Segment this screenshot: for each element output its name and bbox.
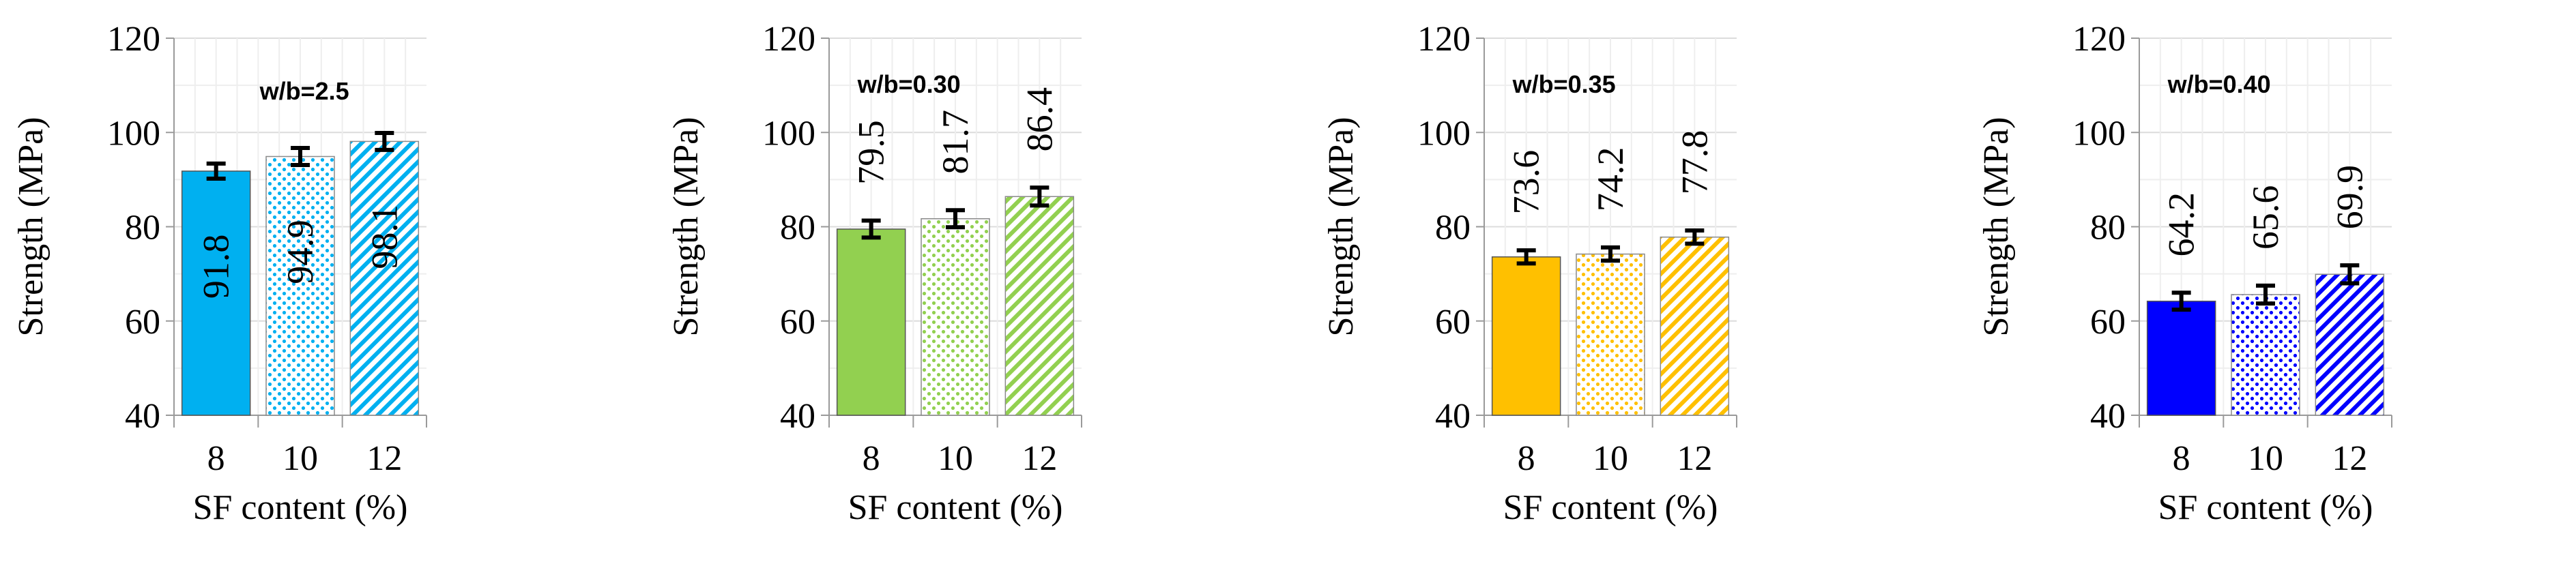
y-tick-label: 40 <box>125 397 160 436</box>
y-tick-label: 40 <box>2090 397 2126 436</box>
y-tick-label: 100 <box>2072 114 2126 153</box>
error-bar <box>861 218 881 240</box>
error-bar <box>2340 263 2360 286</box>
x-tick-label: 12 <box>1677 439 1712 478</box>
y-tick-label: 60 <box>125 303 160 342</box>
data-label: 79.5 <box>851 120 892 184</box>
bar-12 <box>1004 196 1075 416</box>
error-bar <box>1516 248 1536 266</box>
x-tick-label: 10 <box>2248 439 2283 478</box>
error-bar <box>206 161 226 181</box>
x-tick-label: 8 <box>1518 439 1535 478</box>
x-axis-label: SF content (%) <box>848 488 1063 527</box>
chart-title: w/b=0.35 <box>1512 70 1616 98</box>
chart-panel-3: 40 60 80 100 120 8 10 12 73.6 74.2 77.8 w/b=0.35 Str… <box>1322 20 1737 527</box>
y-tick-label: 40 <box>1435 397 1471 436</box>
bar-8 <box>181 170 251 416</box>
bar-8 <box>1491 256 1561 416</box>
error-bar <box>291 146 310 167</box>
data-label: 77.8 <box>1674 130 1715 195</box>
x-tick-label: 10 <box>938 439 973 478</box>
data-label: 98.1 <box>364 205 405 269</box>
x-axis-label: SF content (%) <box>1503 488 1718 527</box>
x-tick-label: 12 <box>366 439 402 478</box>
x-axis-label: SF content (%) <box>2158 488 2373 527</box>
error-bar <box>2171 290 2191 312</box>
chart-title: w/b=2.5 <box>259 77 349 105</box>
error-bar <box>1685 228 1705 246</box>
y-tick-label: 120 <box>762 20 815 59</box>
bar-12 <box>1660 236 1730 416</box>
data-label: 73.6 <box>1506 150 1547 215</box>
x-tick-label: 12 <box>1022 439 1057 478</box>
x-tick-label: 8 <box>207 439 225 478</box>
bar-12 <box>2315 273 2385 416</box>
chart-title: w/b=0.30 <box>857 70 961 98</box>
error-bar <box>375 130 394 152</box>
bar-10 <box>921 218 990 416</box>
error-bar <box>1030 185 1050 208</box>
y-tick-label: 120 <box>2072 20 2126 59</box>
y-axis-label: Strength (MPa) <box>1977 117 2016 336</box>
y-tick-label: 40 <box>780 397 815 436</box>
y-tick-label: 60 <box>2090 303 2126 342</box>
chart-title: w/b=0.40 <box>2167 70 2271 98</box>
bar-8 <box>2146 300 2216 416</box>
bar-10 <box>2231 294 2300 416</box>
y-axis-label: Strength (MPa) <box>1322 117 1361 336</box>
y-tick-label: 60 <box>1435 303 1471 342</box>
y-tick-label: 60 <box>780 303 815 342</box>
bar-8 <box>836 228 906 416</box>
data-label: 86.4 <box>1019 87 1060 152</box>
chart-panel-2: 40 60 80 100 120 8 10 12 79.5 81.7 86.4 w/b=0.30 Str… <box>667 20 1082 527</box>
y-tick-label: 80 <box>1435 209 1471 248</box>
error-bar <box>946 208 965 230</box>
data-label: 69.9 <box>2329 165 2370 230</box>
data-label: 74.2 <box>1590 147 1631 212</box>
bar-12 <box>349 140 420 416</box>
y-tick-label: 100 <box>1417 114 1471 153</box>
data-label: 94.9 <box>280 220 321 284</box>
data-label: 65.6 <box>2245 185 2286 250</box>
chart-panel-4: 40 60 80 100 120 8 10 12 64.2 65.6 69.9 w/b=0.40 Str… <box>1977 20 2392 527</box>
error-bar <box>1601 245 1620 263</box>
data-label: 81.7 <box>935 110 976 175</box>
x-tick-label: 8 <box>863 439 880 478</box>
y-tick-label: 120 <box>1417 20 1471 59</box>
chart-panel-1: 40 60 80 100 120 8 10 12 91.8 94.9 98.1 w/b=2.5 Stre… <box>12 20 427 527</box>
data-label: 91.8 <box>196 235 237 299</box>
bar-10 <box>265 155 335 416</box>
y-tick-label: 100 <box>762 114 815 153</box>
x-tick-label: 10 <box>283 439 318 478</box>
y-tick-label: 100 <box>107 114 160 153</box>
x-tick-label: 10 <box>1593 439 1628 478</box>
y-tick-label: 80 <box>125 209 160 248</box>
x-tick-label: 8 <box>2173 439 2190 478</box>
y-axis-label: Strength (MPa) <box>12 117 50 336</box>
x-tick-label: 12 <box>2332 439 2367 478</box>
x-axis-label: SF content (%) <box>193 488 408 527</box>
data-label: 64.2 <box>2161 192 2202 257</box>
y-tick-label: 120 <box>107 20 160 59</box>
error-bar <box>2256 283 2275 306</box>
y-tick-label: 80 <box>2090 209 2126 248</box>
y-axis-label: Strength (MPa) <box>667 117 706 336</box>
bar-10 <box>1576 253 1645 416</box>
y-tick-label: 80 <box>780 209 815 248</box>
